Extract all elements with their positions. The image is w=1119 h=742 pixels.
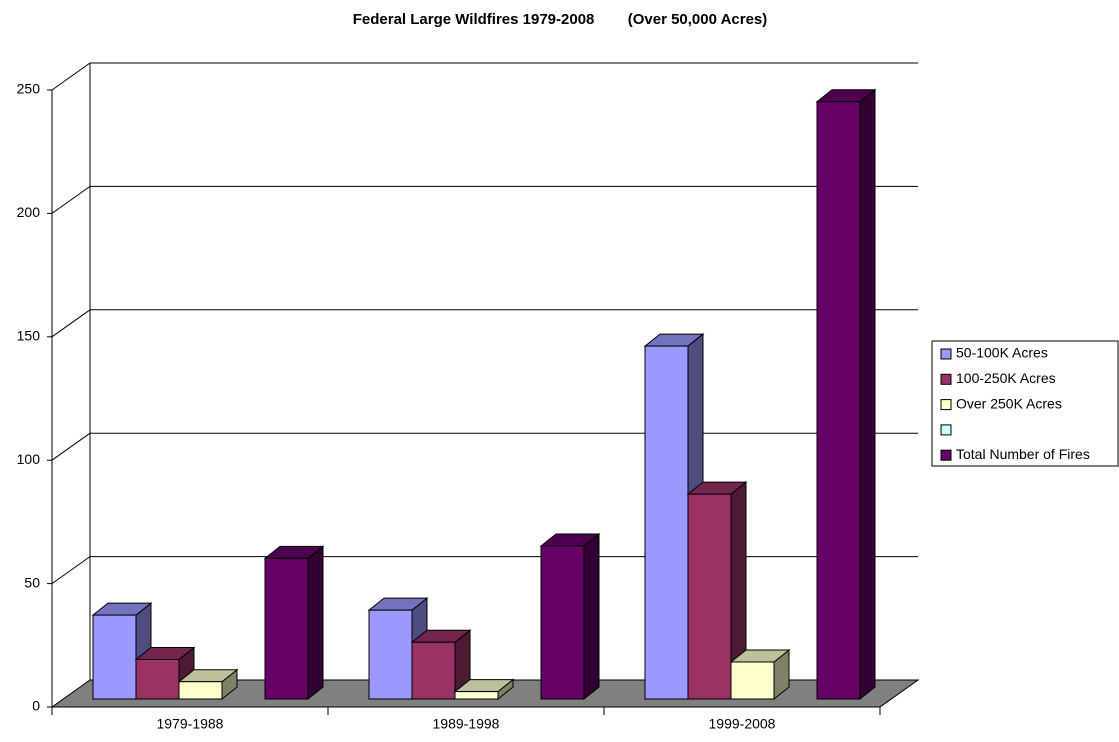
bar-side [307, 545, 324, 701]
bar-front [411, 641, 456, 700]
bar [729, 648, 791, 701]
grid-diag [51, 432, 91, 461]
grid-diag [51, 62, 91, 91]
bar-front [816, 101, 861, 700]
y-tick-label: 100 [17, 451, 41, 467]
bar-side [859, 88, 876, 701]
y-tick-label: 50 [24, 574, 40, 590]
legend-swatch [940, 399, 952, 411]
grid-line [51, 432, 918, 461]
x-tick-label: 1979-1988 [157, 716, 224, 732]
grid-diag [51, 556, 91, 585]
bar [686, 481, 748, 701]
bar [539, 532, 601, 701]
bar-front [92, 614, 137, 700]
legend-swatch [940, 348, 952, 360]
legend-box [931, 340, 1119, 467]
grid-diag [51, 309, 91, 338]
grid-line [51, 556, 918, 585]
bar [453, 678, 515, 701]
x-tick-label: 1999-2008 [709, 716, 776, 732]
legend-swatch [940, 424, 952, 436]
bar-front [687, 493, 732, 700]
bar-front [730, 661, 775, 700]
bar-front [644, 345, 689, 700]
chart-title: Federal Large Wildfires 1979-2008 (Over … [353, 11, 768, 28]
grid-line [51, 62, 918, 91]
bar-front [454, 691, 499, 700]
legend-label: 50-100K Acres [956, 345, 1048, 361]
legend-swatch [940, 373, 952, 385]
legend: 50-100K Acres 100-250K Acres Over 250K Acr… [931, 340, 1119, 467]
grid-line [51, 309, 918, 338]
grid-diag [51, 185, 91, 214]
bar [815, 88, 877, 701]
legend-label: Over 250K Acres [956, 395, 1062, 411]
bar-front [368, 609, 413, 700]
bar-front [264, 557, 309, 700]
bar [134, 646, 196, 701]
bar [177, 668, 239, 701]
bar [410, 629, 472, 701]
x-tick-label: 1989-1998 [433, 716, 500, 732]
bar-front [540, 545, 585, 700]
bar-front [178, 681, 223, 700]
y-tick-label: 150 [17, 328, 41, 344]
y-tick-label: 0 [32, 698, 40, 714]
bar-front [135, 659, 180, 700]
y-tick-label: 200 [17, 204, 41, 220]
legend-swatch [940, 449, 952, 461]
bar-side [583, 532, 600, 701]
legend-label: Total Number of Fires [956, 446, 1090, 462]
grid-line [51, 185, 918, 214]
y-tick-label: 250 [17, 81, 41, 97]
bar [263, 545, 325, 701]
legend-label: 100-250K Acres [956, 370, 1056, 386]
